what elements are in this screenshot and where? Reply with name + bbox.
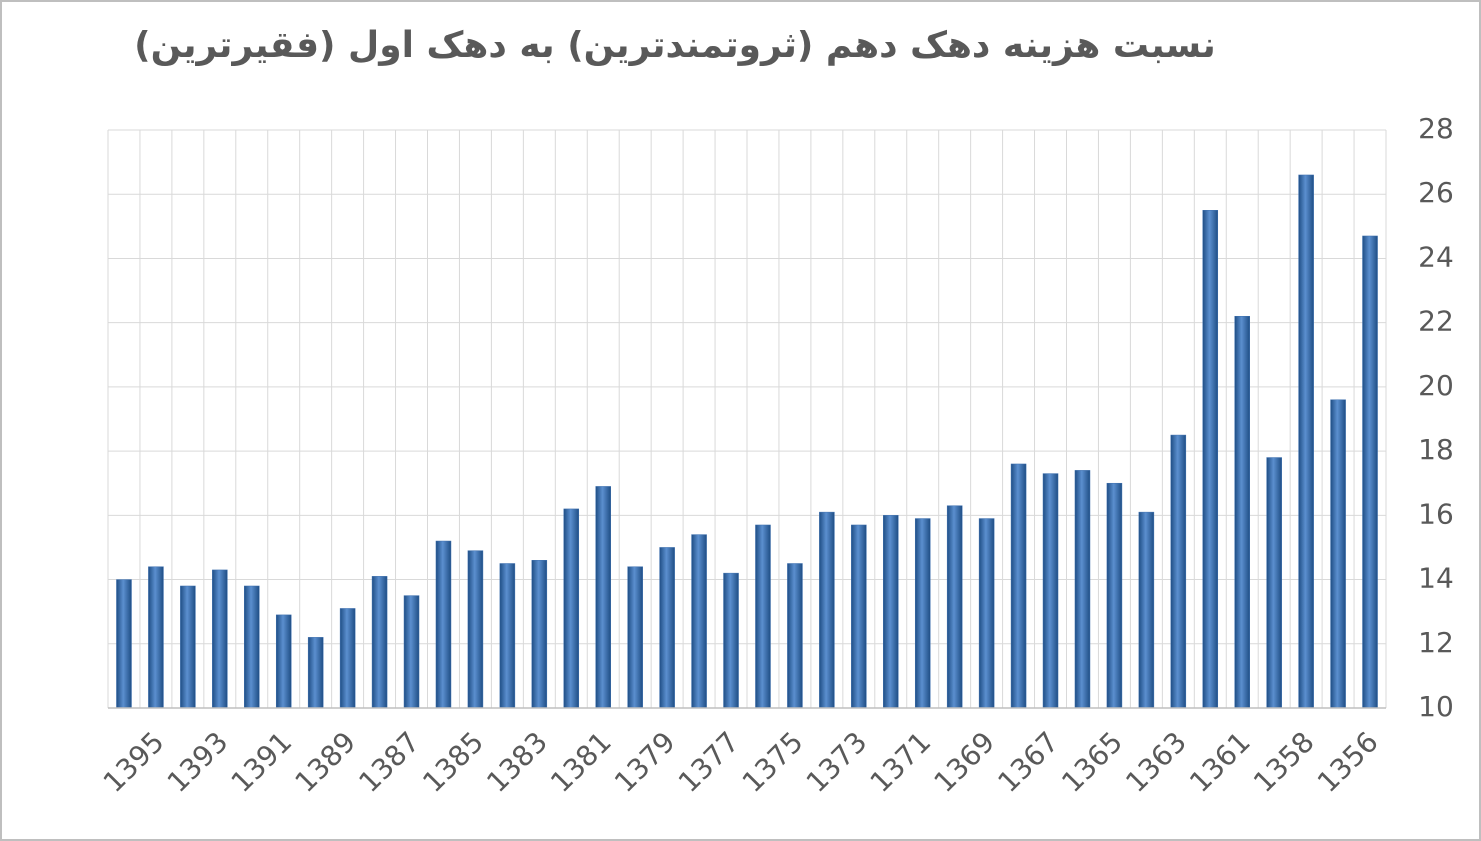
chart-title: نسبت هزینه دهک دهم (ثروتمندترین) به دهک … bbox=[134, 25, 1216, 66]
y-tick-label: 28 bbox=[1418, 112, 1454, 145]
y-tick-label: 10 bbox=[1418, 690, 1454, 723]
y-tick-label: 18 bbox=[1418, 433, 1454, 466]
y-tick-label: 24 bbox=[1418, 240, 1454, 273]
bar bbox=[914, 518, 931, 709]
bar bbox=[1138, 511, 1155, 709]
bar bbox=[1362, 235, 1378, 709]
bar bbox=[212, 569, 228, 709]
bar bbox=[116, 579, 132, 709]
bar bbox=[1266, 457, 1282, 709]
bar bbox=[275, 614, 292, 709]
bar bbox=[946, 505, 963, 709]
bar bbox=[787, 563, 803, 709]
bar bbox=[1202, 210, 1219, 709]
bar bbox=[1298, 174, 1314, 709]
bar bbox=[1170, 434, 1187, 709]
bar bbox=[403, 595, 420, 709]
bar bbox=[851, 524, 867, 709]
bar bbox=[1330, 399, 1346, 709]
bar bbox=[595, 486, 611, 709]
bar bbox=[499, 563, 516, 709]
bar bbox=[1106, 482, 1123, 709]
bar bbox=[691, 534, 707, 709]
bar bbox=[307, 637, 324, 709]
bar bbox=[659, 547, 675, 709]
bar bbox=[435, 540, 452, 709]
bar bbox=[627, 566, 643, 709]
bar bbox=[244, 585, 260, 709]
y-tick-label: 20 bbox=[1418, 369, 1454, 402]
bar bbox=[723, 572, 739, 709]
bar bbox=[371, 576, 388, 709]
bar bbox=[1042, 473, 1059, 709]
y-tick-label: 16 bbox=[1418, 497, 1454, 530]
bar bbox=[819, 511, 835, 709]
y-tick-label: 14 bbox=[1418, 562, 1454, 595]
bar bbox=[755, 524, 771, 709]
bar bbox=[978, 518, 995, 709]
bar bbox=[883, 515, 899, 709]
bar bbox=[180, 585, 196, 709]
y-tick-label: 12 bbox=[1418, 626, 1454, 659]
bar bbox=[339, 608, 356, 709]
bar bbox=[1234, 315, 1250, 709]
bar bbox=[1074, 470, 1091, 709]
bar bbox=[563, 508, 580, 709]
bar bbox=[531, 560, 548, 709]
bar bbox=[148, 566, 164, 709]
bar bbox=[1010, 463, 1027, 709]
bar bbox=[467, 550, 484, 709]
y-tick-label: 22 bbox=[1418, 305, 1454, 338]
y-tick-label: 26 bbox=[1418, 176, 1454, 209]
